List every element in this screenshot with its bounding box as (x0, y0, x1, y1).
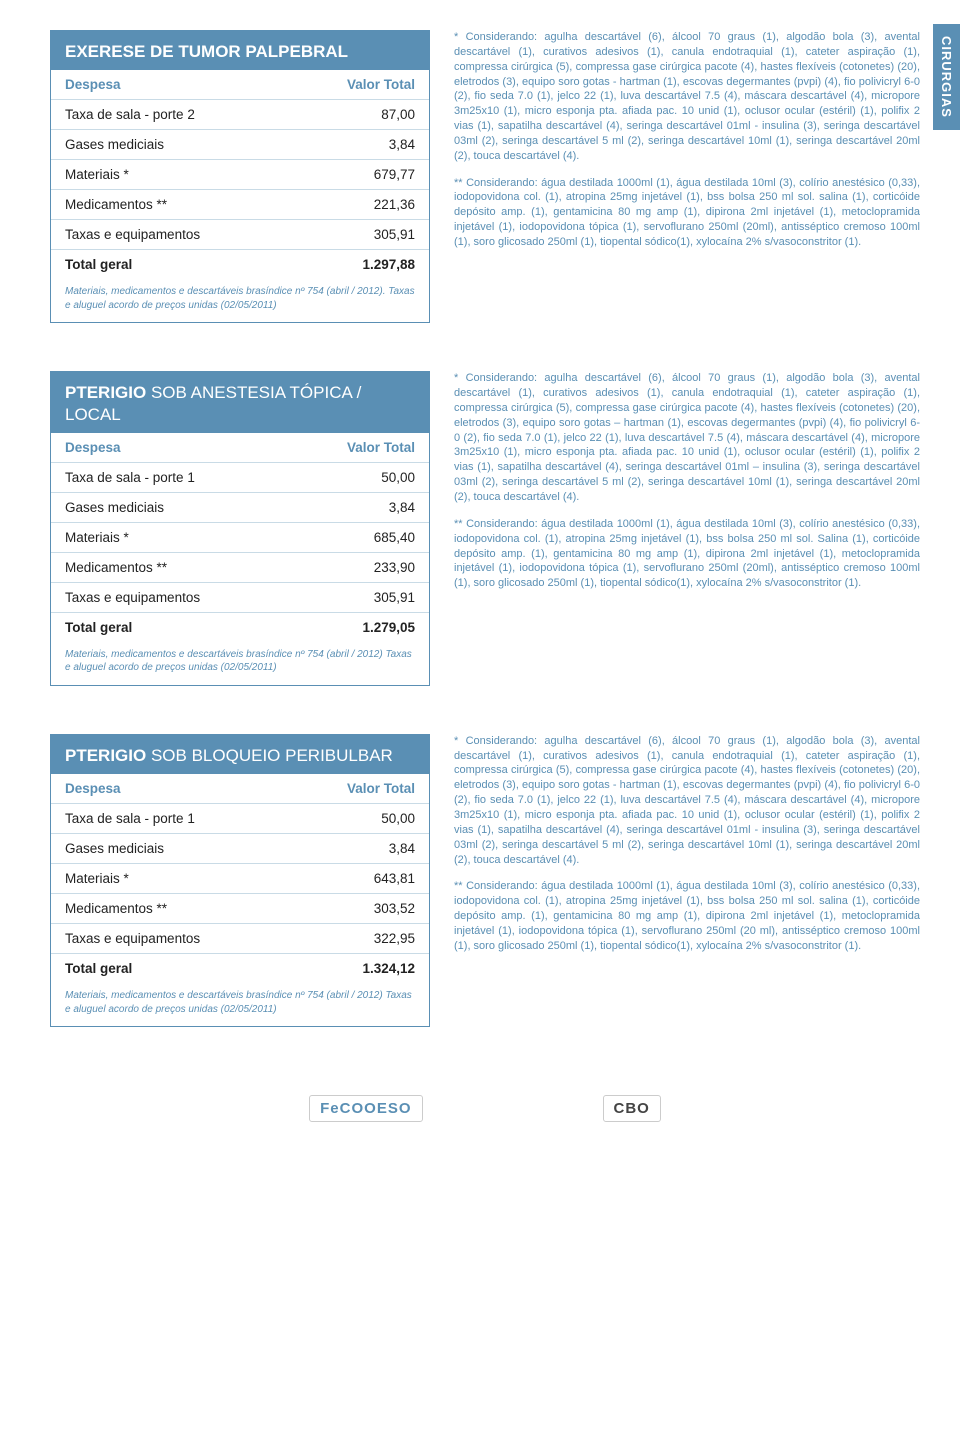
table-row: Materiais *679,77 (51, 160, 429, 190)
col-header-valor: Valor Total (289, 774, 429, 804)
total-value: 1.297,88 (289, 250, 429, 280)
row-value: 322,95 (289, 924, 429, 954)
row-value: 221,36 (289, 190, 429, 220)
row-value: 50,00 (289, 462, 429, 492)
cost-block: EXERESE DE TUMOR PALPEBRAL DespesaValor T… (50, 30, 920, 323)
card-title: PTERIGIO SOB BLOQUEIO PERIBULBAR (51, 735, 429, 774)
row-label: Taxas e equipamentos (51, 582, 289, 612)
row-label: Medicamentos ** (51, 190, 289, 220)
row-value: 643,81 (289, 864, 429, 894)
row-label: Taxa de sala - porte 1 (51, 462, 289, 492)
considerations: * Considerando: agulha descartável (6), … (454, 371, 920, 603)
row-value: 50,00 (289, 804, 429, 834)
table-row: Materiais *685,40 (51, 522, 429, 552)
row-label: Materiais * (51, 522, 289, 552)
table-row: Taxas e equipamentos305,91 (51, 220, 429, 250)
table-row: Taxas e equipamentos322,95 (51, 924, 429, 954)
table-row: Materiais *643,81 (51, 864, 429, 894)
table-row: Taxa de sala - porte 150,00 (51, 462, 429, 492)
row-value: 3,84 (289, 492, 429, 522)
card-title: PTERIGIO SOB ANESTESIA TÓPICA / LOCAL (51, 372, 429, 433)
considerations: * Considerando: agulha descartável (6), … (454, 734, 920, 966)
row-label: Medicamentos ** (51, 552, 289, 582)
col-header-valor: Valor Total (289, 70, 429, 100)
col-header-despesa: Despesa (51, 70, 289, 100)
total-label: Total geral (51, 250, 289, 280)
card-footnote: Materiais, medicamentos e descartáveis b… (51, 279, 429, 322)
cost-card: PTERIGIO SOB BLOQUEIO PERIBULBARDespesaV… (50, 734, 430, 1027)
table-row: Taxa de sala - porte 150,00 (51, 804, 429, 834)
row-value: 305,91 (289, 582, 429, 612)
note-materials: * Considerando: agulha descartável (6), … (454, 371, 920, 505)
section-tab: CIRURGIAS (933, 24, 960, 130)
card-title-main: PTERIGIO (65, 383, 151, 402)
table-row: Gases mediciais3,84 (51, 492, 429, 522)
row-label: Gases mediciais (51, 834, 289, 864)
table-row: Gases mediciais3,84 (51, 834, 429, 864)
total-label: Total geral (51, 954, 289, 984)
note-materials: * Considerando: agulha descartável (6), … (454, 734, 920, 868)
row-value: 305,91 (289, 220, 429, 250)
row-label: Taxa de sala - porte 2 (51, 100, 289, 130)
card-footnote: Materiais, medicamentos e descartáveis b… (51, 642, 429, 685)
cost-card: EXERESE DE TUMOR PALPEBRAL DespesaValor T… (50, 30, 430, 323)
row-value: 685,40 (289, 522, 429, 552)
row-label: Medicamentos ** (51, 894, 289, 924)
page-footer: FeCOOESO CBO (50, 1075, 920, 1122)
row-value: 679,77 (289, 160, 429, 190)
table-row: Medicamentos **233,90 (51, 552, 429, 582)
col-header-valor: Valor Total (289, 433, 429, 463)
note-medications: ** Considerando: água destilada 1000ml (… (454, 879, 920, 953)
row-value: 303,52 (289, 894, 429, 924)
row-value: 233,90 (289, 552, 429, 582)
note-medications: ** Considerando: água destilada 1000ml (… (454, 517, 920, 591)
row-label: Taxa de sala - porte 1 (51, 804, 289, 834)
table-row-total: Total geral1.324,12 (51, 954, 429, 984)
cost-block: PTERIGIO SOB BLOQUEIO PERIBULBARDespesaV… (50, 734, 920, 1027)
card-title-sub: SOB BLOQUEIO PERIBULBAR (151, 746, 393, 765)
table-row-total: Total geral1.297,88 (51, 250, 429, 280)
cost-table: DespesaValor TotalTaxa de sala - porte 1… (51, 774, 429, 983)
cost-table: DespesaValor TotalTaxa de sala - porte 2… (51, 70, 429, 279)
cost-block: PTERIGIO SOB ANESTESIA TÓPICA / LOCALDes… (50, 371, 920, 686)
row-label: Gases mediciais (51, 492, 289, 522)
row-label: Materiais * (51, 160, 289, 190)
table-row: Gases mediciais3,84 (51, 130, 429, 160)
total-value: 1.279,05 (289, 612, 429, 642)
card-title-main: PTERIGIO (65, 746, 151, 765)
row-label: Gases mediciais (51, 130, 289, 160)
row-label: Materiais * (51, 864, 289, 894)
col-header-despesa: Despesa (51, 433, 289, 463)
note-materials: * Considerando: agulha descartável (6), … (454, 30, 920, 164)
row-label: Taxas e equipamentos (51, 924, 289, 954)
note-medications: ** Considerando: água destilada 1000ml (… (454, 176, 920, 250)
row-label: Taxas e equipamentos (51, 220, 289, 250)
footer-logo-fecooeso: FeCOOESO (309, 1095, 422, 1122)
table-row: Taxa de sala - porte 287,00 (51, 100, 429, 130)
footer-logo-cbo: CBO (603, 1095, 661, 1122)
row-value: 3,84 (289, 130, 429, 160)
card-title-main: EXERESE DE TUMOR PALPEBRAL (65, 42, 348, 61)
considerations: * Considerando: agulha descartável (6), … (454, 30, 920, 262)
table-row: Taxas e equipamentos305,91 (51, 582, 429, 612)
col-header-despesa: Despesa (51, 774, 289, 804)
card-footnote: Materiais, medicamentos e descartáveis b… (51, 983, 429, 1026)
table-row: Medicamentos **303,52 (51, 894, 429, 924)
row-value: 87,00 (289, 100, 429, 130)
row-value: 3,84 (289, 834, 429, 864)
card-title: EXERESE DE TUMOR PALPEBRAL (51, 31, 429, 70)
cost-card: PTERIGIO SOB ANESTESIA TÓPICA / LOCALDes… (50, 371, 430, 686)
table-row-total: Total geral1.279,05 (51, 612, 429, 642)
total-label: Total geral (51, 612, 289, 642)
table-row: Medicamentos **221,36 (51, 190, 429, 220)
cost-table: DespesaValor TotalTaxa de sala - porte 1… (51, 433, 429, 642)
total-value: 1.324,12 (289, 954, 429, 984)
